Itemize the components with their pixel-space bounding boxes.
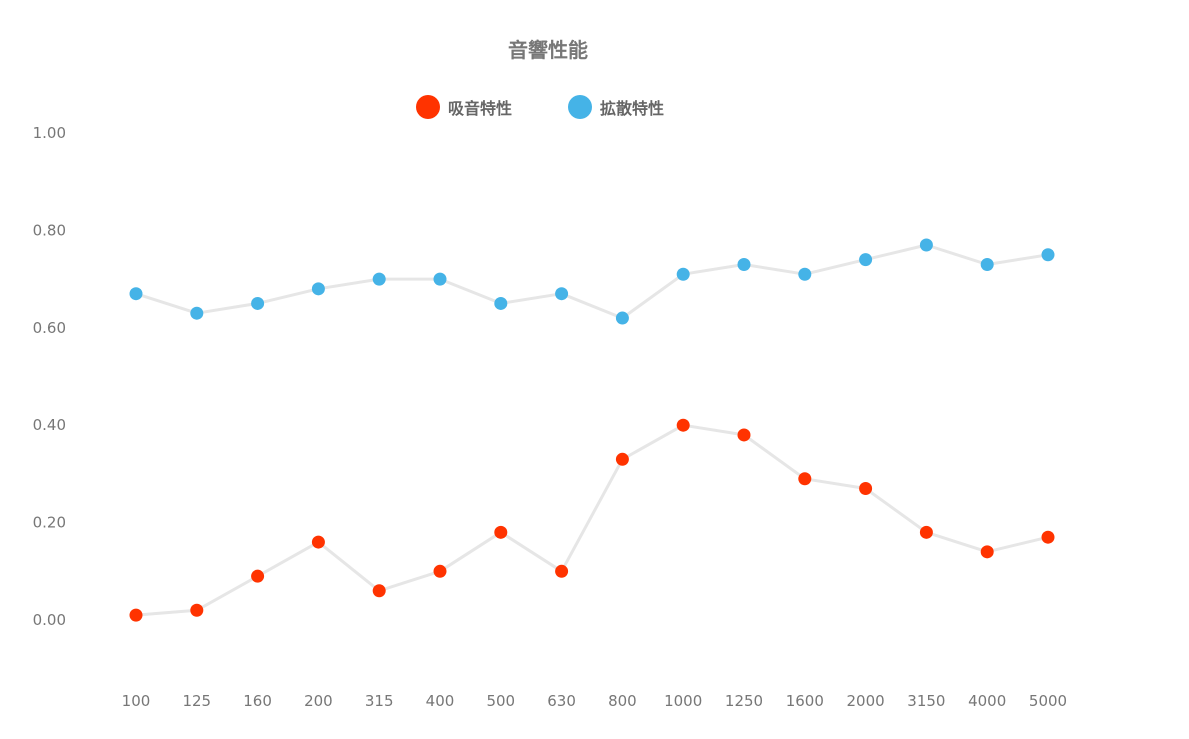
x-tick-label: 4000	[968, 692, 1006, 710]
data-point-1-2000[interactable]	[859, 253, 873, 267]
data-point-1-315[interactable]	[372, 272, 386, 286]
data-point-0-315[interactable]	[372, 584, 386, 598]
data-point-1-5000[interactable]	[1041, 248, 1055, 262]
chart-title: 音響性能	[508, 38, 588, 62]
x-tick-label: 2000	[847, 692, 885, 710]
x-tick-label: 630	[547, 692, 576, 710]
y-tick-label: 1.00	[33, 124, 66, 142]
x-tick-label: 400	[426, 692, 455, 710]
x-tick-label: 800	[608, 692, 637, 710]
y-tick-label: 0.40	[33, 416, 66, 434]
x-tick-label: 1250	[725, 692, 763, 710]
legend-label-diffusion: 拡散特性	[600, 99, 665, 118]
data-point-0-4000[interactable]	[980, 545, 994, 559]
x-tick-label: 1000	[664, 692, 702, 710]
data-point-0-100[interactable]	[129, 608, 143, 622]
y-tick-label: 0.00	[33, 611, 66, 629]
legend-item-diffusion[interactable]: 拡散特性	[568, 95, 664, 119]
data-point-0-800[interactable]	[615, 452, 629, 466]
data-point-1-3150[interactable]	[919, 238, 933, 252]
data-point-1-400[interactable]	[433, 272, 447, 286]
x-tick-label: 1600	[786, 692, 824, 710]
legend-marker-diffusion	[568, 95, 592, 119]
data-point-1-100[interactable]	[129, 287, 143, 301]
data-point-1-630[interactable]	[555, 287, 569, 301]
data-point-1-1250[interactable]	[737, 257, 751, 271]
x-tick-label: 5000	[1029, 692, 1067, 710]
data-point-1-125[interactable]	[190, 306, 204, 320]
data-point-1-4000[interactable]	[980, 257, 994, 271]
data-point-0-630[interactable]	[555, 564, 569, 578]
data-point-1-1000[interactable]	[676, 267, 690, 281]
x-tick-label: 100	[122, 692, 151, 710]
series-line-1	[135, 243, 1049, 320]
data-point-0-125[interactable]	[190, 603, 204, 617]
x-tick-label: 160	[243, 692, 272, 710]
legend: 吸音特性 拡散特性	[0, 95, 1080, 119]
data-point-0-200[interactable]	[311, 535, 325, 549]
data-point-0-400[interactable]	[433, 564, 447, 578]
x-tick-label: 500	[486, 692, 515, 710]
data-point-0-1250[interactable]	[737, 428, 751, 442]
data-point-1-500[interactable]	[494, 296, 508, 310]
data-point-0-5000[interactable]	[1041, 530, 1055, 544]
data-point-0-2000[interactable]	[859, 482, 873, 496]
data-point-0-1600[interactable]	[798, 472, 812, 486]
data-point-1-200[interactable]	[311, 282, 325, 296]
data-point-1-160[interactable]	[251, 296, 265, 310]
legend-label-absorption: 吸音特性	[447, 99, 512, 118]
x-tick-label: 315	[365, 692, 394, 710]
data-point-1-800[interactable]	[615, 311, 629, 325]
x-tick-label: 3150	[907, 692, 945, 710]
data-point-0-500[interactable]	[494, 525, 508, 539]
data-point-0-1000[interactable]	[676, 418, 690, 432]
x-tick-label: 125	[182, 692, 211, 710]
series-line-0	[135, 423, 1049, 617]
legend-item-absorption[interactable]: 吸音特性	[415, 95, 512, 119]
y-tick-label: 0.20	[33, 514, 66, 532]
data-point-1-1600[interactable]	[798, 267, 812, 281]
data-point-0-160[interactable]	[251, 569, 265, 583]
data-point-0-3150[interactable]	[919, 525, 933, 539]
y-tick-label: 0.80	[33, 221, 66, 239]
y-tick-label: 0.60	[33, 319, 66, 337]
legend-marker-absorption	[415, 95, 440, 119]
x-tick-label: 200	[304, 692, 333, 710]
